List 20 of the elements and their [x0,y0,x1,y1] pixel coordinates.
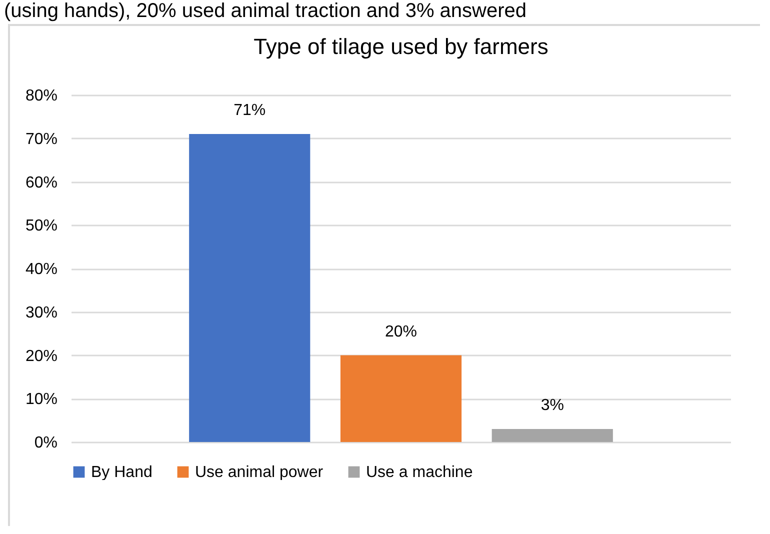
legend-label: By Hand [91,464,152,481]
data-label: 71% [234,102,266,120]
y-tick-label: 50% [25,218,58,235]
y-tick-label: 70% [25,130,58,148]
data-label: 3% [540,396,564,414]
y-tick-label: 0% [34,434,58,452]
y-tick-label: 40% [25,261,58,278]
y-tick-label: 10% [25,391,58,408]
legend-label: Use animal power [195,464,324,481]
y-tick-label: 80% [25,88,58,104]
chart-title: Type of tilage used by farmers [254,34,548,59]
data-label: 20% [384,323,418,340]
text: (using hands), 20% used animal traction and 3% answered [3,0,528,22]
legend-label: Use a machine [366,464,473,481]
bar [492,428,613,442]
bar [189,134,310,442]
y-tick-label: 30% [25,304,58,322]
y-tick-label: 20% [25,348,58,365]
y-tick-label: 60% [25,174,58,192]
bar [340,355,462,442]
